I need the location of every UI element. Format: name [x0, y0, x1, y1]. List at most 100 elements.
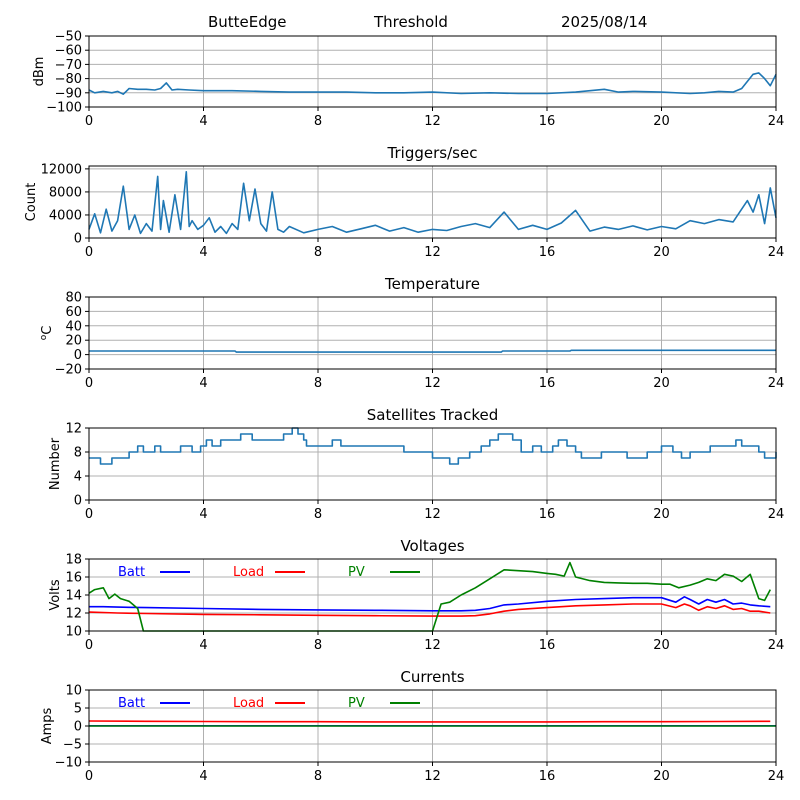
x-tick-label: 16 [539, 638, 556, 653]
header-date: 2025/08/14 [561, 13, 647, 31]
x-tick-label: 8 [314, 638, 322, 653]
x-tick-label: 20 [653, 376, 670, 391]
y-tick-label: 8000 [49, 185, 82, 200]
x-tick-label: 8 [314, 376, 322, 391]
panel-title: Voltages [400, 537, 464, 555]
x-tick-label: 4 [199, 638, 207, 653]
y-axis-label: oC [39, 326, 55, 341]
x-tick-label: 16 [539, 114, 556, 129]
panel-title: Triggers/sec [387, 144, 478, 162]
y-tick-label: −10 [55, 756, 82, 771]
x-tick-label: 0 [85, 769, 93, 784]
x-tick-label: 8 [314, 245, 322, 260]
series-line-0 [89, 349, 776, 353]
y-tick-label: −50 [55, 30, 82, 45]
legend-label-load: Load [233, 696, 264, 711]
series-line-0 [88, 171, 777, 235]
x-tick-label: 8 [314, 114, 322, 129]
x-tick-label: 20 [653, 638, 670, 653]
y-axis-label-base: C [40, 326, 55, 335]
y-tick-label: 80 [65, 291, 82, 306]
x-tick-label: 4 [199, 507, 207, 522]
y-tick-label: 0 [74, 232, 82, 247]
y-tick-label: 16 [65, 571, 82, 586]
series-line-batt [89, 596, 771, 612]
y-tick-label: 12000 [41, 162, 82, 177]
y-tick-label: −80 [55, 72, 82, 87]
y-axis-label: Number [48, 437, 63, 490]
x-tick-label: 0 [85, 376, 93, 391]
x-tick-label: 8 [314, 507, 322, 522]
x-tick-label: 4 [199, 376, 207, 391]
legend-label-load: Load [233, 565, 264, 580]
x-tick-label: 4 [199, 769, 207, 784]
x-tick-label: 12 [424, 114, 441, 129]
y-tick-label: 20 [65, 334, 82, 349]
y-axis-label: Volts [48, 579, 63, 611]
header-mode: Threshold [373, 13, 448, 31]
chart-panel-1: 0 4 8 12 16 20 24 0 4000 8000 12000 Triggers/sec Cou… [24, 144, 784, 260]
header-station: ButteEdge [208, 13, 287, 31]
x-tick-label: 12 [424, 769, 441, 784]
panel-title: Currents [400, 668, 464, 686]
x-tick-label: 16 [539, 507, 556, 522]
y-tick-label: 18 [65, 553, 82, 568]
chart-panel-4: 0 4 8 12 16 20 24 10 12 14 16 18 Voltages Volts Batt Lo… [48, 537, 784, 653]
x-tick-label: 24 [768, 769, 785, 784]
x-tick-label: 0 [85, 245, 93, 260]
legend-label-batt: Batt [118, 565, 145, 580]
y-tick-label: 14 [65, 589, 82, 604]
x-tick-label: 0 [85, 638, 93, 653]
x-tick-label: 4 [199, 114, 207, 129]
x-tick-label: 4 [199, 245, 207, 260]
x-tick-label: 16 [539, 769, 556, 784]
legend-label-pv: PV [348, 565, 365, 580]
chart-panel-0: 0 4 8 12 16 20 24 −100−90−80−70−60−50 dBm [32, 30, 784, 130]
y-tick-label: −100 [46, 101, 82, 116]
x-tick-label: 12 [424, 376, 441, 391]
x-tick-label: 20 [653, 114, 670, 129]
y-axis-label-sup: o [39, 334, 49, 340]
y-tick-label: −20 [55, 363, 82, 378]
y-tick-label: 12 [65, 422, 82, 437]
y-tick-label: 5 [74, 702, 82, 717]
y-tick-label: 4000 [49, 208, 82, 223]
y-tick-label: 60 [65, 305, 82, 320]
x-tick-label: 24 [768, 245, 785, 260]
x-tick-label: 24 [768, 376, 785, 391]
y-tick-label: 10 [65, 684, 82, 699]
panel-title: Temperature [384, 275, 480, 293]
x-tick-label: 24 [768, 638, 785, 653]
y-tick-label: 0 [74, 494, 82, 509]
y-tick-label: 10 [65, 625, 82, 640]
x-tick-label: 24 [768, 114, 785, 129]
x-tick-label: 12 [424, 245, 441, 260]
y-axis-label: dBm [32, 57, 47, 87]
y-tick-label: 40 [65, 319, 82, 334]
y-tick-label: 4 [74, 470, 82, 485]
y-tick-label: −60 [55, 44, 82, 59]
x-tick-label: 0 [85, 114, 93, 129]
x-tick-label: 20 [653, 769, 670, 784]
panel-title: Satellites Tracked [367, 406, 498, 424]
x-tick-label: 16 [539, 376, 556, 391]
series-line-0 [89, 427, 777, 465]
x-tick-label: 16 [539, 245, 556, 260]
chart-panel-3: 0 4 8 12 16 20 24 0 4 8 12 Satellites Tracked Number [48, 406, 784, 522]
y-tick-label: 8 [74, 446, 82, 461]
chart-panel-5: 0 4 8 12 16 20 24 −10 −5 0 5 10 Currents Amps Batt Load… [40, 668, 784, 784]
x-tick-label: 8 [314, 769, 322, 784]
x-tick-label: 24 [768, 507, 785, 522]
y-axis-label: Count [24, 183, 39, 222]
x-tick-label: 20 [653, 507, 670, 522]
series-line-pv [88, 561, 772, 632]
y-tick-label: 0 [74, 348, 82, 363]
legend-label-batt: Batt [118, 696, 145, 711]
y-tick-label: 0 [74, 720, 82, 735]
y-tick-label: −70 [55, 58, 82, 73]
series-line-0 [88, 72, 777, 95]
y-tick-label: −5 [63, 738, 82, 753]
